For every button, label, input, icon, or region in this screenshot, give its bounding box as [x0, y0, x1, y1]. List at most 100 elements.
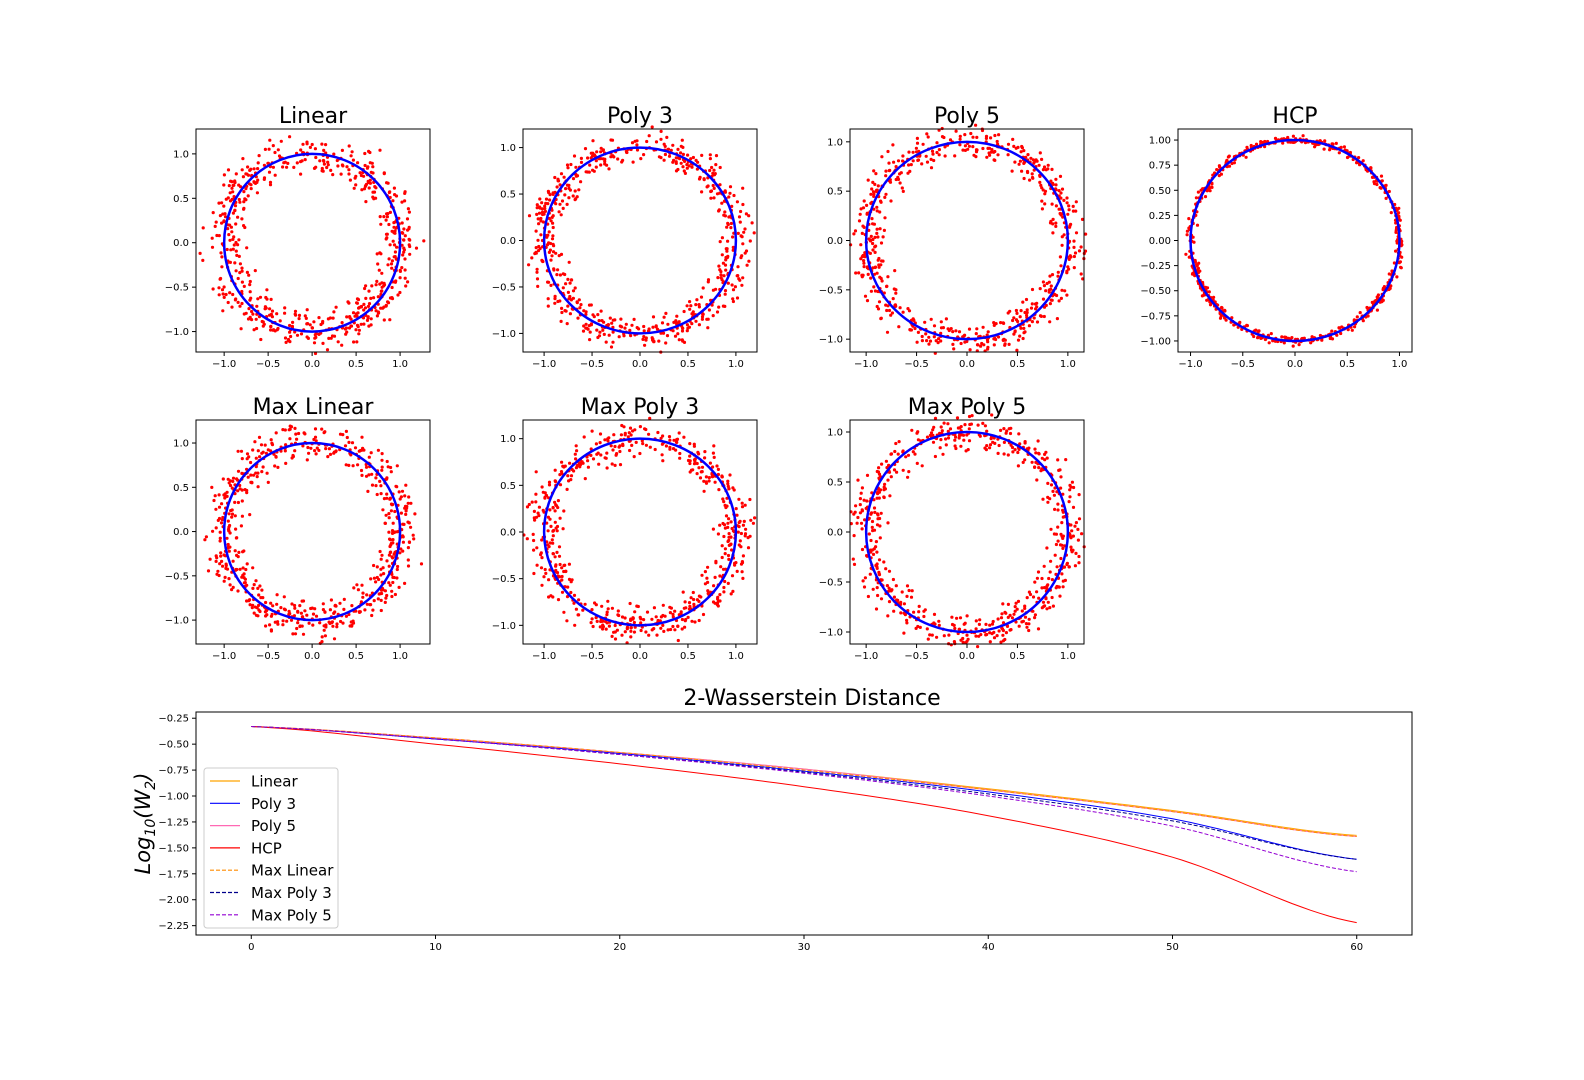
scatter-point — [631, 429, 635, 433]
scatter-point — [718, 183, 722, 187]
scatter-point — [556, 499, 561, 503]
scatter-point — [688, 307, 692, 311]
scatter-point — [673, 609, 677, 613]
scatter-point — [222, 183, 226, 187]
scatter-point — [1028, 592, 1033, 597]
scatter-point — [534, 229, 538, 233]
scatter-point — [387, 222, 391, 227]
scatter-point — [367, 289, 371, 293]
scatter-point — [326, 163, 330, 167]
scatter-point — [390, 589, 394, 593]
scatter-point — [355, 340, 359, 344]
axes-frame — [849, 419, 1085, 645]
scatter-point — [939, 438, 943, 442]
scatter-point — [870, 217, 874, 221]
scatter-point — [245, 452, 250, 456]
scatter-point — [594, 165, 598, 169]
scatter-point — [231, 211, 235, 215]
scatter-point — [287, 609, 291, 614]
scatter-point — [948, 427, 953, 431]
scatter-point — [884, 169, 888, 173]
scatter-point — [380, 553, 384, 557]
scatter-point — [366, 165, 370, 169]
scatter-point — [868, 251, 873, 255]
scatter-point — [1033, 302, 1038, 306]
scatter-point — [1016, 599, 1021, 604]
scatter-point — [907, 309, 912, 313]
legend-label: Linear — [251, 773, 298, 791]
y-tick-label: −0.25 — [1140, 261, 1171, 272]
scatter-point — [1041, 168, 1045, 172]
scatter-point — [714, 561, 718, 565]
scatter-point — [309, 446, 313, 450]
scatter-point — [924, 154, 928, 158]
scatter-point — [726, 482, 730, 486]
scatter-point — [577, 298, 581, 302]
scatter-points — [527, 125, 756, 354]
scatter-point — [276, 620, 280, 624]
scatter-point — [1051, 181, 1055, 185]
scatter-point — [681, 152, 686, 156]
scatter-point — [903, 613, 908, 617]
scatter-point — [1025, 310, 1029, 315]
scatter-point — [314, 335, 318, 339]
scatter-point — [562, 509, 566, 513]
scatter-point — [913, 452, 917, 456]
scatter-point — [1025, 313, 1029, 317]
scatter-point — [582, 435, 586, 439]
scatter-point — [1019, 150, 1023, 154]
scatter-point — [1024, 297, 1029, 302]
scatter-point — [351, 158, 355, 162]
scatter-point — [256, 178, 260, 182]
scatter-point — [1361, 159, 1365, 163]
scatter-point — [1071, 209, 1075, 213]
scatter-point — [712, 444, 716, 448]
scatter-point — [968, 348, 972, 352]
scatter-point — [1194, 196, 1198, 200]
scatter-point — [227, 233, 231, 237]
scatter-point — [929, 317, 933, 321]
y-tick-label: −0.5 — [165, 283, 189, 294]
y-tick-label: 0.75 — [1149, 161, 1171, 172]
scatter-point — [595, 150, 599, 154]
scatter-point — [379, 567, 383, 571]
scatter-point — [590, 617, 594, 621]
scatter-point — [1269, 332, 1273, 336]
scatter-point — [1072, 245, 1076, 249]
scatter-point — [597, 462, 601, 466]
scatter-point — [1027, 590, 1031, 594]
scatter-point — [250, 309, 254, 314]
scatter-point — [707, 308, 712, 312]
scatter-point — [394, 279, 398, 283]
scatter-point — [743, 503, 747, 507]
scatter-point — [267, 147, 271, 151]
scatter-point — [1062, 198, 1066, 202]
scatter-point — [715, 464, 719, 468]
scatter-point — [330, 621, 334, 625]
scatter-point — [258, 584, 262, 588]
scatter-point — [256, 586, 260, 591]
scatter-point — [749, 518, 753, 522]
scatter-point — [382, 305, 386, 309]
scatter-point — [739, 209, 743, 214]
scatter-point — [355, 323, 360, 327]
scatter-point — [265, 471, 269, 475]
scatter-point — [706, 580, 710, 585]
scatter-point — [898, 306, 902, 310]
scatter-point — [540, 556, 544, 560]
scatter-point — [599, 163, 603, 167]
scatter-point — [553, 175, 557, 180]
scatter-point — [606, 607, 610, 611]
scatter-point — [889, 313, 893, 317]
scatter-point — [370, 284, 374, 288]
y-tick-label: −1.00 — [158, 792, 189, 803]
scatter-point — [375, 492, 379, 497]
scatter-point — [387, 257, 391, 261]
y-tick-label: 0.5 — [500, 190, 516, 201]
scatter-point — [228, 583, 232, 587]
scatter-point — [659, 615, 664, 619]
scatter-point — [201, 258, 205, 262]
scatter-point — [307, 451, 311, 455]
scatter-point — [727, 195, 731, 199]
scatter-point — [571, 194, 575, 198]
